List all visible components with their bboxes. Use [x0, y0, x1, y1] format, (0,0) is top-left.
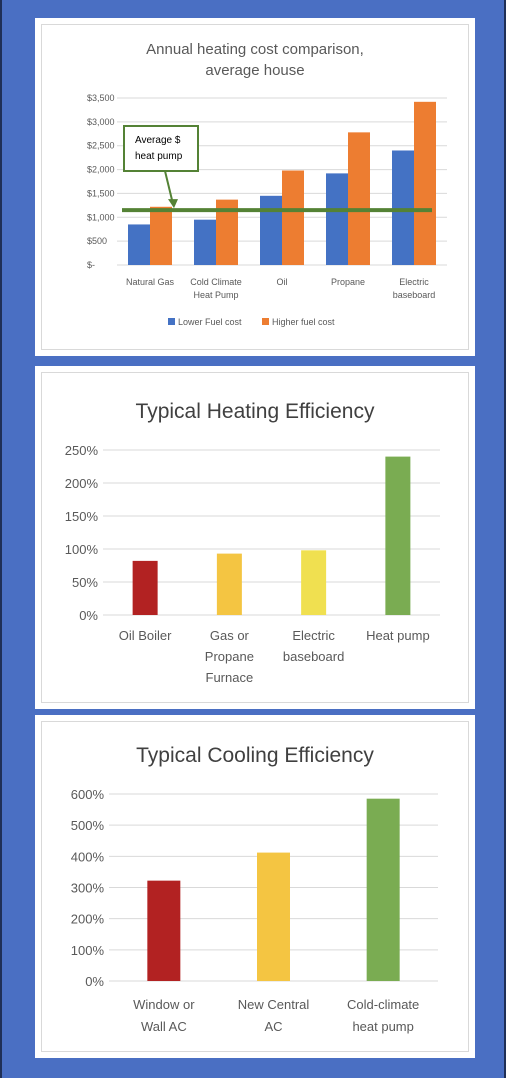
y-tick-label: $2,500	[87, 141, 115, 151]
bar-higher	[216, 199, 238, 265]
bar-higher	[414, 101, 436, 266]
x-tick-label: Furnace	[206, 670, 254, 685]
x-tick-label: Heat Pump	[193, 290, 238, 300]
bar-higher	[150, 206, 172, 265]
y-tick-label: 0%	[85, 974, 104, 989]
legend-swatch	[168, 318, 175, 325]
x-tick-label: baseboard	[283, 649, 344, 664]
x-tick-label: Electric	[292, 628, 335, 643]
annotation-line2: heat pump	[135, 151, 183, 162]
x-tick-label: New Central	[238, 997, 310, 1012]
x-tick-label: baseboard	[393, 290, 436, 300]
bar-lower	[194, 219, 216, 265]
bar	[257, 852, 290, 981]
x-tick-label: Natural Gas	[126, 277, 175, 287]
y-tick-label: $2,000	[87, 165, 115, 175]
chart-title-line2: average house	[205, 62, 304, 79]
x-tick-label: Oil Boiler	[119, 628, 172, 643]
legend-label: Lower Fuel cost	[178, 317, 242, 327]
bar-higher	[348, 132, 370, 265]
y-tick-label: $3,500	[87, 93, 115, 103]
x-tick-label: heat pump	[352, 1019, 413, 1034]
y-tick-label: 100%	[71, 943, 105, 958]
chart-title: Typical Heating Efficiency	[136, 400, 375, 423]
bar	[216, 553, 242, 615]
y-tick-label: 200%	[65, 476, 99, 491]
heating-efficiency-panel: Typical Heating Efficiency 0% 50% 100% 150% 2…	[35, 366, 475, 709]
y-tick-label: $500	[87, 236, 107, 246]
x-tick-label: Window or	[133, 997, 195, 1012]
bar-lower	[128, 224, 150, 265]
x-tick-label: Electric	[399, 277, 429, 287]
x-tick-label: Cold-climate	[347, 997, 419, 1012]
cooling-efficiency-panel: Typical Cooling Efficiency 0% 100% 200% 300%…	[35, 715, 475, 1058]
legend-swatch	[262, 318, 269, 325]
x-tick-label: AC	[264, 1019, 282, 1034]
y-tick-label: 300%	[71, 881, 105, 896]
legend-label: Higher fuel cost	[272, 317, 335, 327]
annotation-line1: Average $	[135, 135, 181, 146]
bar-lower	[326, 173, 348, 265]
x-tick-label: Propane	[205, 649, 254, 664]
bar	[147, 880, 181, 981]
cost-chart: Annual heating cost comparison, average h…	[87, 41, 447, 327]
heating-chart-border	[41, 372, 469, 703]
y-tick-label: 400%	[71, 849, 105, 864]
heating-efficiency-chart: Typical Heating Efficiency 0% 50% 100% 150% 2…	[65, 400, 440, 685]
cooling-chart-border	[41, 721, 469, 1052]
x-tick-label: Cold Climate	[190, 277, 242, 287]
y-tick-label: $1,000	[87, 212, 115, 222]
bar-higher	[282, 170, 304, 265]
x-tick-label: Propane	[331, 277, 365, 287]
y-tick-label: $1,500	[87, 188, 115, 198]
y-tick-label: $-	[87, 260, 95, 270]
annotation-arrowhead	[168, 199, 178, 209]
y-tick-label: 100%	[65, 542, 99, 557]
y-tick-label: 500%	[71, 818, 105, 833]
cost-chart-border	[41, 24, 469, 350]
y-tick-label: 0%	[79, 608, 98, 623]
cost-chart-panel: Annual heating cost comparison, average h…	[35, 18, 475, 356]
y-tick-label: 150%	[65, 509, 99, 524]
chart-title: Typical Cooling Efficiency	[136, 744, 374, 767]
bar	[385, 456, 411, 615]
y-tick-label: 200%	[71, 912, 105, 927]
bar-lower	[260, 195, 282, 265]
annotation-arrow	[164, 170, 174, 205]
annotation-box	[123, 125, 199, 172]
x-tick-label: Oil	[277, 277, 288, 287]
y-tick-label: 250%	[65, 443, 99, 458]
chart-title: Annual heating cost comparison,	[146, 41, 364, 58]
y-tick-label: $3,000	[87, 117, 115, 127]
bar	[301, 550, 327, 615]
y-tick-label: 600%	[71, 787, 105, 802]
bar	[366, 798, 400, 981]
bar	[132, 560, 158, 615]
cooling-efficiency-chart: Typical Cooling Efficiency 0% 100% 200% 300%…	[71, 744, 438, 1034]
x-tick-label: Heat pump	[366, 628, 430, 643]
bar-lower	[392, 150, 414, 265]
y-tick-label: 50%	[72, 575, 98, 590]
x-tick-label: Wall AC	[141, 1019, 187, 1034]
x-tick-label: Gas or	[210, 628, 250, 643]
